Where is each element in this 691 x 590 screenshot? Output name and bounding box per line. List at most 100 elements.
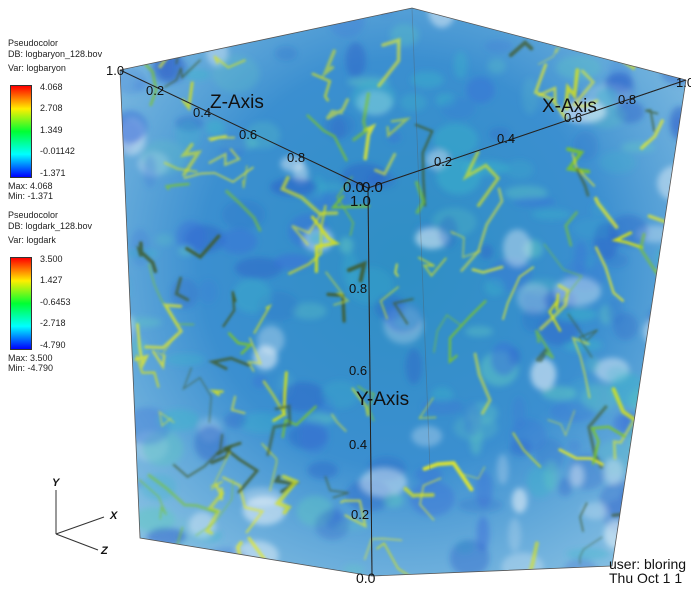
- legend-min: Min: -1.371: [8, 191, 54, 201]
- density-filament: [222, 476, 265, 534]
- density-filament: [461, 466, 486, 480]
- volume-blob: [175, 220, 206, 252]
- volume-blob: [636, 473, 681, 509]
- density-filament: [508, 39, 534, 58]
- x-tick-label: 0.6: [564, 110, 582, 125]
- density-filament: [414, 123, 434, 207]
- volume-blob: [377, 8, 394, 15]
- volume-blob: [183, 69, 211, 81]
- density-filament: [147, 473, 218, 514]
- volume-blob: [314, 510, 350, 540]
- z-tick-label: 1.0: [106, 63, 124, 78]
- density-filament: [667, 407, 680, 454]
- density-filament: [321, 49, 336, 79]
- density-filament: [261, 442, 278, 492]
- density-filament: [594, 246, 624, 302]
- density-filament: [179, 142, 203, 177]
- density-filament: [579, 502, 588, 532]
- volume-blob: [557, 477, 573, 497]
- x-tick-label: 0.2: [434, 154, 452, 169]
- density-filament: [547, 410, 575, 437]
- density-filament: [324, 476, 349, 499]
- volume-blob: [155, 233, 174, 246]
- volume-blob: [234, 257, 283, 280]
- y-tick-label: 0.4: [349, 437, 367, 452]
- density-filament: [266, 404, 292, 457]
- y-tick-label: 0.6: [349, 363, 367, 378]
- volume-blob: [346, 266, 393, 305]
- volume-blob: [359, 468, 408, 497]
- density-filament: [364, 537, 403, 560]
- volume-blob: [646, 391, 664, 413]
- density-filament: [310, 215, 341, 273]
- x-axis-title: X-Axis: [542, 96, 597, 117]
- legend-tick: -1.371: [40, 168, 66, 178]
- volume-blob: [603, 520, 628, 549]
- volume-blob: [501, 552, 544, 576]
- legend-color-bar: [10, 85, 32, 178]
- density-filament: [346, 260, 368, 283]
- volume-blob: [232, 278, 272, 314]
- density-filament: [418, 397, 437, 419]
- density-filament: [163, 161, 198, 173]
- density-filament: [632, 25, 654, 58]
- volume-blob: [218, 12, 248, 38]
- volume-blob: [653, 12, 671, 48]
- density-filament: [144, 303, 184, 350]
- volume-blob: [126, 339, 147, 357]
- volume-blob: [591, 202, 608, 217]
- volume-blob: [466, 76, 495, 104]
- density-filament: [539, 283, 570, 331]
- legend-variable: Var: logdark: [8, 235, 56, 245]
- volume-blob: [670, 187, 686, 211]
- volume-blob: [252, 375, 268, 389]
- density-filament: [136, 241, 158, 274]
- density-filament: [174, 276, 190, 302]
- density-filament: [128, 432, 136, 444]
- volume-blob: [226, 14, 244, 39]
- density-filament: [433, 314, 462, 353]
- density-filament: [403, 486, 435, 498]
- volume-blob: [274, 45, 298, 61]
- volume-blob: [175, 120, 201, 149]
- volume-blob: [595, 87, 618, 106]
- volume-blob: [569, 464, 584, 487]
- density-filament: [386, 117, 412, 139]
- density-filament: [502, 266, 535, 320]
- volume-blob: [567, 439, 581, 454]
- volume-blob: [224, 411, 247, 429]
- volume-blob: [490, 342, 518, 376]
- volume-blob: [532, 209, 572, 220]
- density-filament: [460, 187, 504, 272]
- volume-blob: [433, 123, 478, 157]
- legend-tick: -2.718: [40, 318, 66, 328]
- density-filament: [288, 204, 327, 275]
- volume-blob: [193, 28, 223, 49]
- density-filament: [152, 350, 166, 370]
- density-filament: [274, 474, 300, 515]
- legend-plot-type: Pseudocolor: [8, 38, 59, 48]
- volume-blob: [463, 401, 482, 437]
- z-tick-label: 0.4: [193, 105, 211, 120]
- legend-tick: -4.790: [40, 340, 66, 350]
- density-filament: [134, 323, 150, 369]
- volume-blob: [563, 338, 603, 352]
- volume-blob: [410, 71, 444, 89]
- density-filament: [208, 148, 241, 167]
- volume-blob: [366, 170, 397, 190]
- volume-blob: [405, 348, 423, 385]
- volume-blob: [312, 176, 326, 201]
- volume-blob: [606, 297, 624, 325]
- volume-blob: [323, 112, 356, 139]
- volume-blob: [453, 51, 468, 79]
- density-filament: [336, 176, 354, 236]
- volume-blob: [273, 253, 312, 271]
- volume-blob: [642, 414, 675, 442]
- x-tick-label: 0.8: [618, 92, 636, 107]
- volume-blob: [409, 480, 455, 517]
- z-tick-label: 0.8: [287, 150, 305, 165]
- volume-blob: [505, 160, 534, 179]
- density-filament: [207, 134, 236, 142]
- density-filament: [351, 387, 369, 417]
